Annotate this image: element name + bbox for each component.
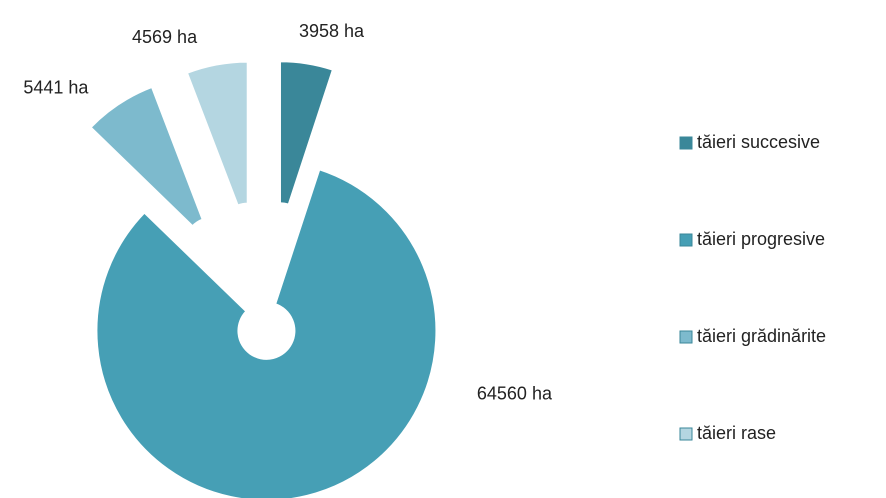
legend-swatch bbox=[679, 330, 693, 344]
legend-label: tăieri grădinărite bbox=[697, 326, 826, 346]
legend-swatch bbox=[679, 233, 693, 247]
legend-swatch bbox=[679, 136, 693, 150]
data-label: 3958 ha bbox=[299, 21, 365, 41]
data-label: 4569 ha bbox=[132, 27, 198, 47]
legend-label: tăieri rase bbox=[697, 423, 776, 443]
legend-swatch bbox=[679, 427, 693, 441]
legend-label: tăieri progresive bbox=[697, 229, 825, 249]
pie-slice bbox=[278, 60, 335, 206]
pie-slice bbox=[185, 60, 249, 207]
legend-label: tăieri succesive bbox=[697, 132, 820, 152]
pie-slice bbox=[89, 85, 204, 228]
data-label: 5441 ha bbox=[23, 78, 89, 98]
pie-slice bbox=[95, 168, 438, 498]
data-label: 64560 ha bbox=[477, 384, 553, 404]
